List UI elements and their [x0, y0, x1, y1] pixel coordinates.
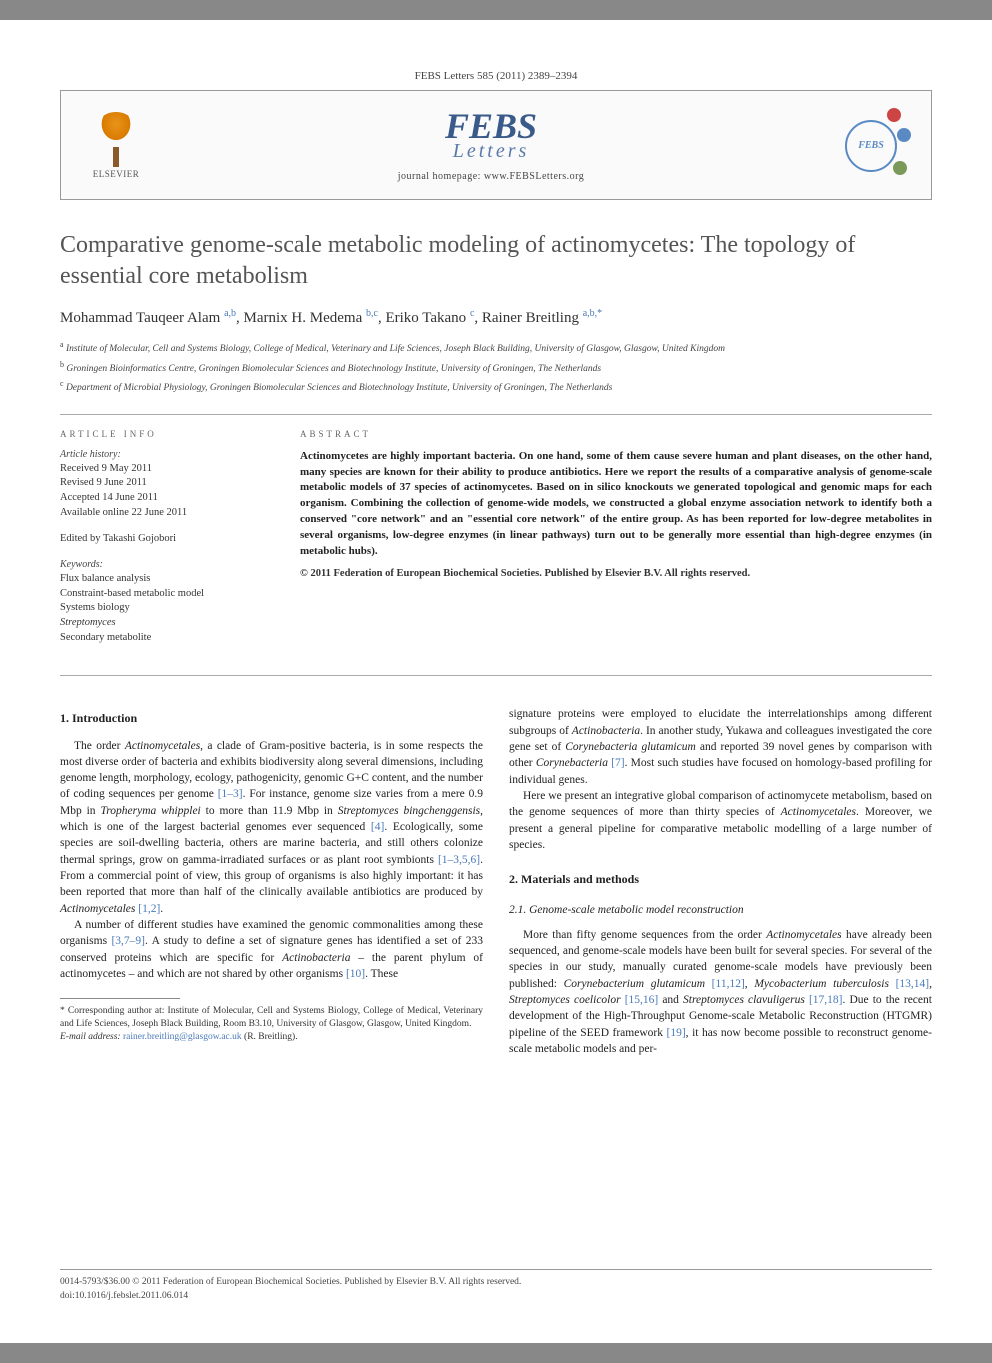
page: FEBS Letters 585 (2011) 2389–2394 ELSEVI…: [0, 20, 992, 1343]
journal-header: ELSEVIER FEBS Letters journal homepage: …: [60, 90, 932, 200]
history-block: Article history: Received 9 May 2011Revi…: [60, 449, 270, 521]
elsevier-tree-icon: [91, 112, 141, 167]
ref-link[interactable]: [10]: [346, 968, 365, 980]
col2-p2: Here we present an integrative global co…: [509, 788, 932, 853]
author-list: Mohammad Tauqeer Alam a,b, Marnix H. Med…: [60, 308, 932, 327]
ref-link[interactable]: [13,14]: [889, 978, 929, 990]
febs-badge-icon: FEBS: [831, 108, 911, 183]
ref-link[interactable]: [11,12]: [705, 978, 745, 990]
methods-subheading: 2.1. Genome-scale metabolic model recons…: [509, 902, 932, 918]
ref-link[interactable]: [1–3,5,6]: [438, 854, 480, 866]
article-info-head: ARTICLE INFO: [60, 429, 270, 439]
edited-by-block: Edited by Takashi Gojobori: [60, 532, 270, 547]
keywords-label: Keywords:: [60, 559, 270, 570]
ref-link[interactable]: [19]: [667, 1027, 686, 1039]
abstract-column: ABSTRACT Actinomycetes are highly import…: [300, 429, 932, 658]
keyword: Systems biology: [60, 601, 270, 616]
abstract-copyright: © 2011 Federation of European Biochemica…: [300, 568, 932, 579]
ref-link[interactable]: [3,7–9]: [111, 935, 145, 947]
footer-doi: doi:10.1016/j.febslet.2011.06.014: [60, 1290, 932, 1303]
corresponding-footnote: * Corresponding author at: Institute of …: [60, 1005, 483, 1031]
history-line: Available online 22 June 2011: [60, 506, 270, 521]
affiliation: b Groningen Bioinformatics Centre, Groni…: [60, 359, 932, 376]
article-info-column: ARTICLE INFO Article history: Received 9…: [60, 429, 270, 658]
page-footer: 0014-5793/$36.00 © 2011 Federation of Eu…: [60, 1269, 932, 1303]
badge-dot-green: [893, 161, 907, 175]
col2-p1: signature proteins were employed to eluc…: [509, 706, 932, 788]
methods-p1: More than fifty genome sequences from th…: [509, 927, 932, 1058]
ref-link[interactable]: [1–3]: [218, 788, 243, 800]
intro-p1: The order Actinomycetales, a clade of Gr…: [60, 738, 483, 918]
intro-heading: 1. Introduction: [60, 710, 483, 727]
email-footnote: E-mail address: rainer.breitling@glasgow…: [60, 1031, 483, 1044]
methods-heading: 2. Materials and methods: [509, 871, 932, 888]
ref-link[interactable]: [15,16]: [621, 994, 659, 1006]
history-line: Accepted 14 June 2011: [60, 491, 270, 506]
keyword: Flux balance analysis: [60, 572, 270, 587]
affiliation: a Institute of Molecular, Cell and Syste…: [60, 339, 932, 356]
left-column: 1. Introduction The order Actinomycetale…: [60, 706, 483, 1057]
footnote-separator: [60, 998, 180, 999]
abstract-text: Actinomycetes are highly important bacte…: [300, 449, 932, 561]
divider: [60, 414, 932, 415]
affiliations: a Institute of Molecular, Cell and Syste…: [60, 339, 932, 395]
right-column: signature proteins were employed to eluc…: [509, 706, 932, 1057]
divider: [60, 675, 932, 676]
history-label: Article history:: [60, 449, 270, 460]
keyword: Secondary metabolite: [60, 631, 270, 646]
journal-logo-block: FEBS Letters journal homepage: www.FEBSL…: [398, 108, 585, 182]
keyword: Constraint-based metabolic model: [60, 587, 270, 602]
ref-link[interactable]: [7]: [608, 757, 625, 769]
journal-logo-main: FEBS: [398, 108, 585, 144]
ref-link[interactable]: [1,2]: [135, 903, 160, 915]
history-line: Received 9 May 2011: [60, 462, 270, 477]
edited-by: Edited by Takashi Gojobori: [60, 532, 270, 547]
article-title: Comparative genome-scale metabolic model…: [60, 230, 932, 292]
elsevier-logo: ELSEVIER: [81, 105, 151, 185]
badge-dot-blue: [897, 128, 911, 142]
history-line: Revised 9 June 2011: [60, 476, 270, 491]
journal-logo-sub: Letters: [398, 140, 585, 163]
info-abstract-row: ARTICLE INFO Article history: Received 9…: [60, 429, 932, 658]
elsevier-name: ELSEVIER: [93, 169, 140, 179]
body-columns: 1. Introduction The order Actinomycetale…: [60, 706, 932, 1057]
ref-link[interactable]: [4]: [371, 821, 384, 833]
badge-text: FEBS: [858, 140, 884, 151]
journal-homepage: journal homepage: www.FEBSLetters.org: [398, 171, 585, 182]
intro-p2: A number of different studies have exami…: [60, 917, 483, 982]
keyword: Streptomyces: [60, 616, 270, 631]
badge-dot-red: [887, 108, 901, 122]
badge-circle: FEBS: [845, 120, 897, 172]
footer-copyright: 0014-5793/$36.00 © 2011 Federation of Eu…: [60, 1276, 932, 1289]
affiliation: c Department of Microbial Physiology, Gr…: [60, 378, 932, 395]
keywords-block: Keywords: Flux balance analysisConstrain…: [60, 559, 270, 645]
email-link[interactable]: rainer.breitling@glasgow.ac.uk: [123, 1032, 242, 1042]
abstract-head: ABSTRACT: [300, 429, 932, 439]
ref-link[interactable]: [17,18]: [805, 994, 843, 1006]
running-head: FEBS Letters 585 (2011) 2389–2394: [60, 70, 932, 82]
